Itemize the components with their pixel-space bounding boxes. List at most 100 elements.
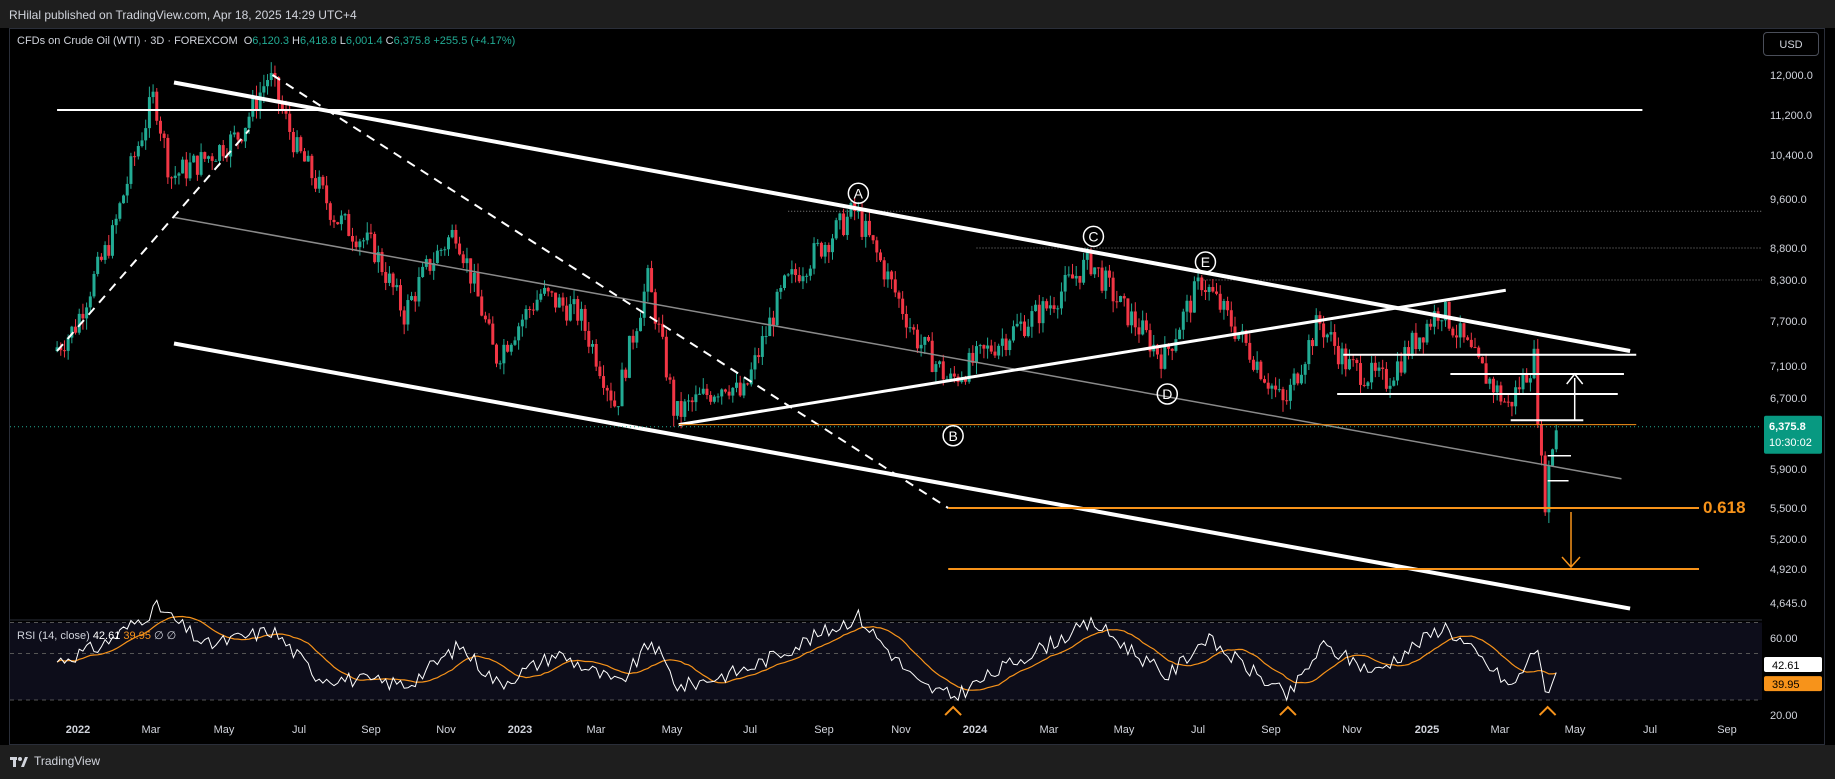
time-tick-label: Nov bbox=[1342, 724, 1362, 736]
candle-body bbox=[986, 345, 990, 349]
candle-body bbox=[1107, 270, 1111, 278]
candle-body bbox=[1395, 361, 1399, 381]
candle bbox=[528, 306, 532, 318]
candle-body bbox=[1000, 338, 1004, 346]
price-tick-label: 8,300.0 bbox=[1770, 275, 1807, 287]
candle bbox=[1281, 386, 1285, 412]
candle-body bbox=[742, 383, 746, 396]
rsi-ma-badge-text: 39.95 bbox=[1772, 679, 1800, 691]
candle bbox=[805, 273, 809, 284]
candle bbox=[742, 377, 746, 399]
candle bbox=[1451, 326, 1455, 338]
candle-body bbox=[358, 241, 362, 248]
candle-body bbox=[819, 242, 823, 257]
candle bbox=[1525, 368, 1529, 383]
candle-body bbox=[77, 313, 81, 333]
candle-body bbox=[321, 176, 325, 186]
candle-body bbox=[1037, 304, 1041, 324]
candle-body bbox=[1384, 368, 1388, 389]
candle bbox=[602, 365, 606, 395]
candle bbox=[1248, 333, 1252, 363]
candle-body bbox=[1226, 300, 1230, 311]
candle bbox=[989, 339, 993, 355]
candle bbox=[1274, 377, 1278, 398]
candle bbox=[450, 224, 454, 239]
candle bbox=[1336, 337, 1340, 369]
candle-body bbox=[897, 292, 901, 299]
candle-body bbox=[1163, 344, 1167, 369]
candle-body bbox=[638, 317, 642, 332]
candle bbox=[354, 235, 358, 251]
candle-body bbox=[384, 272, 388, 283]
candle bbox=[975, 340, 979, 374]
candle bbox=[1480, 356, 1484, 364]
candle bbox=[834, 217, 838, 241]
tradingview-logo[interactable]: TradingView bbox=[10, 754, 100, 768]
candle bbox=[236, 131, 240, 150]
candle-body bbox=[701, 388, 705, 394]
candle bbox=[166, 134, 170, 184]
candle bbox=[1115, 290, 1119, 309]
price-tick-label: 7,700.0 bbox=[1770, 316, 1807, 328]
candle-body bbox=[1104, 270, 1108, 291]
candle-body bbox=[1407, 347, 1411, 356]
candle-body bbox=[646, 268, 650, 292]
candle bbox=[1292, 368, 1296, 391]
candle-body bbox=[439, 249, 443, 251]
candle bbox=[760, 325, 764, 365]
candle-body bbox=[1514, 387, 1518, 407]
candle bbox=[376, 245, 380, 273]
candle-body bbox=[354, 241, 358, 248]
candle bbox=[653, 288, 657, 330]
candle-body bbox=[1085, 250, 1089, 260]
candle-body bbox=[446, 237, 450, 250]
candle bbox=[494, 343, 498, 368]
candle-body bbox=[314, 178, 318, 189]
candle-body bbox=[664, 336, 668, 378]
candle-body bbox=[1440, 320, 1444, 322]
candle-body bbox=[1299, 374, 1303, 384]
candle-body bbox=[173, 175, 177, 178]
candle-body bbox=[1399, 361, 1403, 373]
rsi-extra: ∅ ∅ bbox=[154, 630, 177, 642]
candle-body bbox=[620, 369, 624, 407]
candle bbox=[1488, 377, 1492, 390]
candle-body bbox=[978, 345, 982, 347]
candle-body bbox=[1178, 329, 1182, 340]
candle bbox=[77, 308, 81, 335]
candle-body bbox=[1551, 449, 1555, 466]
candle-body bbox=[107, 245, 111, 256]
candle bbox=[1063, 266, 1067, 302]
candle bbox=[458, 236, 462, 256]
candle-body bbox=[1218, 293, 1222, 310]
candle-body bbox=[627, 335, 631, 378]
candle bbox=[321, 174, 325, 190]
candle-body bbox=[794, 269, 798, 276]
candle-body bbox=[709, 395, 713, 402]
currency-button[interactable]: USD bbox=[1763, 32, 1819, 56]
candle bbox=[1141, 310, 1145, 336]
candle-body bbox=[786, 274, 790, 276]
candle bbox=[432, 252, 436, 280]
candle bbox=[1192, 276, 1196, 313]
candle bbox=[195, 155, 199, 181]
candle bbox=[1277, 378, 1281, 393]
candle bbox=[181, 156, 185, 174]
candle bbox=[1034, 300, 1038, 312]
candle bbox=[672, 376, 676, 427]
candle bbox=[779, 284, 783, 300]
candle bbox=[864, 213, 868, 248]
candle-body bbox=[1329, 332, 1333, 335]
candle-body bbox=[465, 258, 469, 264]
publisher-bar bbox=[0, 0, 1835, 28]
candle-body bbox=[365, 232, 369, 241]
candle-body bbox=[1274, 385, 1278, 390]
candle-body bbox=[1425, 323, 1429, 343]
candle-body bbox=[1344, 348, 1348, 370]
candle-body bbox=[380, 252, 384, 273]
candle-body bbox=[963, 378, 967, 382]
candle-body bbox=[1510, 401, 1514, 407]
candle-body bbox=[845, 216, 849, 236]
candle-body bbox=[1185, 300, 1189, 312]
